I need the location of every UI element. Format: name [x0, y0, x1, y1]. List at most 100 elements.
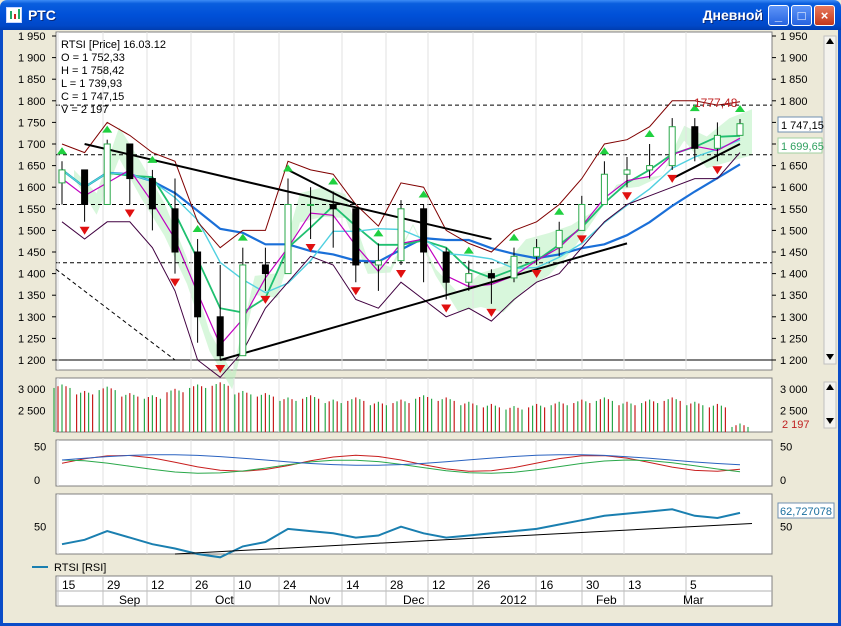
sell-signal-arrow: [170, 278, 180, 287]
price-tick-left: 1 450: [18, 247, 46, 259]
day-tick: 10: [238, 578, 252, 592]
scroll-up-icon[interactable]: [826, 38, 834, 44]
month-tick: Dec: [403, 593, 424, 607]
candle-body: [103, 143, 111, 205]
day-tick: 14: [346, 578, 360, 592]
day-tick: 26: [195, 578, 209, 592]
rsi-tick-right: 50: [780, 522, 792, 534]
candle-body: [171, 208, 179, 253]
month-tick: 2012: [500, 593, 527, 607]
candle-body: [284, 203, 292, 275]
dmi-tick-left: 0: [34, 475, 40, 487]
volume-tick-left: 3 000: [18, 384, 46, 396]
cloud-fill: [74, 109, 752, 390]
dmi-tick-left: 50: [34, 442, 46, 454]
legend-line: L = 1 739,93: [61, 78, 122, 90]
trendline-support: [219, 242, 628, 361]
day-tick: 12: [151, 578, 165, 592]
price-tick-right: 1 200: [780, 355, 808, 367]
volume-tick-left: 2 500: [18, 405, 46, 417]
sell-signal-arrow: [486, 308, 497, 317]
candle-body: [329, 203, 337, 210]
candle-body: [487, 273, 495, 279]
sell-signal-arrow: [396, 269, 406, 278]
scroll-down-icon[interactable]: [826, 354, 834, 360]
price-tick-right: 1 850: [780, 74, 808, 86]
volume-scroll-up-icon[interactable]: [826, 384, 834, 390]
maximize-button[interactable]: □: [791, 5, 812, 26]
candle-body: [578, 203, 586, 231]
candle-body: [239, 264, 247, 357]
volume-scroll-down-icon[interactable]: [826, 418, 834, 424]
price-tick-left: 1 650: [18, 161, 46, 173]
sell-signal-arrow: [124, 209, 135, 218]
price-tick-left: 1 400: [18, 269, 46, 281]
sell-signal-arrow: [79, 226, 90, 235]
candle-body: [194, 251, 202, 318]
buy-signal-arrow: [644, 130, 655, 137]
price-tick-left: 1 550: [18, 204, 46, 216]
price-scrollbar[interactable]: [823, 35, 837, 365]
sell-signal-arrow: [712, 166, 723, 175]
ma-value: 1 699,65: [781, 141, 824, 153]
trendline-dashed: [55, 268, 176, 361]
last-price-box: [777, 116, 823, 133]
candle-body: [555, 229, 563, 249]
buy-signal-arrow: [237, 233, 248, 241]
day-tick: 24: [283, 578, 297, 592]
day-tick: 12: [432, 578, 446, 592]
price-tick-right: 1 300: [780, 312, 808, 324]
buy-signal-arrow: [192, 225, 203, 233]
candle-body: [420, 208, 428, 253]
sell-signal-arrow: [622, 192, 632, 201]
candle-body: [216, 316, 224, 357]
minimize-button[interactable]: _: [768, 5, 789, 26]
buy-signal-arrow: [57, 147, 67, 155]
day-tick: 13: [628, 578, 642, 592]
buy-signal-arrow: [283, 164, 293, 172]
price-tick-right: 1 800: [780, 96, 808, 108]
price-tick-left: 1 600: [18, 182, 46, 194]
candle-body: [510, 255, 518, 279]
close-button[interactable]: ×: [814, 5, 835, 26]
price-tick-right: 1 600: [780, 182, 808, 194]
legend-line: C = 1 747,15: [61, 91, 124, 103]
price-tick-right: 1 250: [780, 333, 808, 345]
ma-value-box: [777, 137, 823, 154]
candle-body: [397, 208, 405, 262]
candle-body: [58, 169, 66, 184]
legend-line: O = 1 752,33: [61, 52, 125, 64]
rsi-last-value: 62,727078: [780, 506, 832, 518]
dmi-tick-right: 50: [780, 442, 792, 454]
legend-line: H = 1 758,42: [61, 65, 124, 77]
buy-signal-arrow: [554, 207, 565, 215]
price-tick-left: 1 850: [18, 74, 46, 86]
price-tick-right: 1 350: [780, 290, 808, 302]
candle-body: [533, 247, 541, 257]
last-price-value: 1 747,15: [781, 120, 824, 132]
candle-body: [600, 173, 608, 205]
rsi-pane: [55, 493, 773, 555]
sell-signal-arrow: [531, 269, 542, 278]
upper-band: [61, 100, 741, 253]
rsi-tick-left: 50: [34, 522, 46, 534]
day-tick: 30: [586, 578, 600, 592]
period-label: Дневной: [702, 7, 763, 23]
price-tick-left: 1 350: [18, 290, 46, 302]
dmi-tick-right: 0: [780, 475, 786, 487]
candle-body: [307, 203, 315, 206]
max-price-label: 1777,48: [694, 96, 738, 110]
buy-signal-arrow: [373, 229, 384, 237]
month-tick: Oct: [215, 593, 234, 607]
trendline-recent: [671, 143, 741, 180]
buy-signal-arrow: [509, 233, 519, 241]
rsi-line: [61, 508, 741, 559]
buy-signal-arrow: [599, 147, 610, 155]
candle-body: [374, 260, 382, 266]
dmi-plus-line: [61, 454, 741, 472]
volume-scrollbar[interactable]: [823, 381, 837, 429]
buy-signal-arrow: [328, 177, 339, 185]
candle-body: [148, 178, 156, 210]
trendline-short: [287, 169, 357, 206]
